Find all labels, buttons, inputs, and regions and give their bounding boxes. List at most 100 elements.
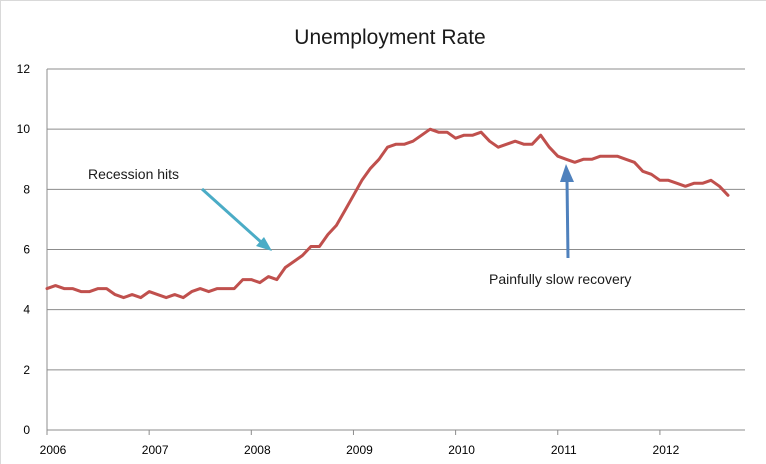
- data-point: [505, 143, 508, 146]
- data-point: [386, 146, 389, 149]
- y-tick-label-4: 4: [23, 303, 30, 317]
- data-point: [548, 146, 551, 149]
- data-point: [727, 194, 730, 197]
- annotation-recovery-arrow: [565, 179, 570, 259]
- data-point: [573, 161, 576, 164]
- data-point: [318, 245, 321, 248]
- data-series: [45, 127, 730, 300]
- annotations: Recession hits Painfully slow recovery: [88, 164, 631, 287]
- data-point: [599, 155, 602, 158]
- data-point: [539, 134, 542, 137]
- data-point: [173, 293, 176, 296]
- data-point: [71, 287, 74, 290]
- annotation-recession-arrowhead: [256, 237, 272, 251]
- data-point: [182, 296, 185, 299]
- data-point: [403, 143, 406, 146]
- data-point: [369, 167, 372, 170]
- data-point: [344, 209, 347, 212]
- x-tick-label-2012: 2012: [653, 443, 680, 457]
- data-point: [718, 185, 721, 188]
- x-tick-label-2009: 2009: [346, 443, 373, 457]
- data-point: [676, 182, 679, 185]
- data-point: [131, 293, 134, 296]
- gridlines: [47, 68, 745, 371]
- data-point: [633, 161, 636, 164]
- annotation-slow-recovery: Painfully slow recovery: [489, 271, 631, 287]
- data-point: [565, 158, 568, 161]
- y-tick-label-12: 12: [17, 62, 31, 76]
- annotation-recession-arrow: [200, 187, 263, 244]
- y-tick-labels: 0 2 4 6 8 10 12: [17, 62, 31, 437]
- data-point: [582, 158, 585, 161]
- data-point: [207, 290, 210, 293]
- data-point: [199, 287, 202, 290]
- data-point: [522, 143, 525, 146]
- data-point: [224, 287, 227, 290]
- data-point: [97, 287, 100, 290]
- data-point: [46, 287, 49, 290]
- data-point: [480, 131, 483, 134]
- y-tick-label-10: 10: [17, 122, 31, 136]
- data-point: [139, 296, 142, 299]
- x-tick-label-2007: 2007: [142, 443, 169, 457]
- data-point: [326, 233, 329, 236]
- data-point: [378, 158, 381, 161]
- data-point: [250, 278, 253, 281]
- data-point: [275, 278, 278, 281]
- data-point: [437, 131, 440, 134]
- data-point: [590, 158, 593, 161]
- data-point: [54, 284, 57, 287]
- data-point: [352, 194, 355, 197]
- x-tick-labels: 2006 2007 2008 2009 2010 2011 2012: [40, 443, 680, 457]
- data-point: [429, 128, 432, 131]
- data-point: [616, 155, 619, 158]
- data-point: [88, 290, 91, 293]
- data-point: [701, 182, 704, 185]
- data-point: [395, 143, 398, 146]
- x-tick-label-2011: 2011: [551, 443, 577, 457]
- data-point: [667, 179, 670, 182]
- data-point: [658, 179, 661, 182]
- data-point: [420, 134, 423, 137]
- x-tick-label-2008: 2008: [244, 443, 271, 457]
- data-point: [63, 287, 66, 290]
- data-point: [710, 179, 713, 182]
- data-point: [284, 266, 287, 269]
- data-point: [641, 170, 644, 173]
- data-point: [156, 293, 159, 296]
- data-point: [301, 254, 304, 257]
- annotation-recession-hits: Recession hits: [88, 166, 179, 182]
- y-tick-label-8: 8: [23, 182, 30, 196]
- data-point: [335, 224, 338, 227]
- data-point: [267, 275, 270, 278]
- data-point: [454, 137, 457, 140]
- data-point: [624, 158, 627, 161]
- x-tick-label-2010: 2010: [448, 443, 475, 457]
- data-point: [650, 173, 653, 176]
- annotation-recovery-arrowhead: [560, 164, 574, 182]
- data-point: [692, 182, 695, 185]
- data-point: [233, 287, 236, 290]
- x-tick-label-2006: 2006: [40, 443, 67, 457]
- axes: [46, 69, 745, 435]
- data-point: [514, 140, 517, 143]
- data-point: [684, 185, 687, 188]
- data-point: [114, 293, 117, 296]
- y-tick-label-0: 0: [23, 423, 30, 437]
- data-point: [80, 290, 83, 293]
- series-line-unemployment-rate: [45, 127, 730, 300]
- data-point: [122, 296, 125, 299]
- y-tick-label-2: 2: [23, 363, 30, 377]
- chart-title: Unemployment Rate: [294, 26, 485, 49]
- data-point: [360, 179, 363, 182]
- data-point: [105, 287, 108, 290]
- data-point: [258, 281, 261, 284]
- data-point: [412, 140, 415, 143]
- data-point: [471, 134, 474, 137]
- data-point: [556, 155, 559, 158]
- data-point: [241, 278, 244, 281]
- data-point: [148, 290, 151, 293]
- data-point: [463, 134, 466, 137]
- data-point: [190, 290, 193, 293]
